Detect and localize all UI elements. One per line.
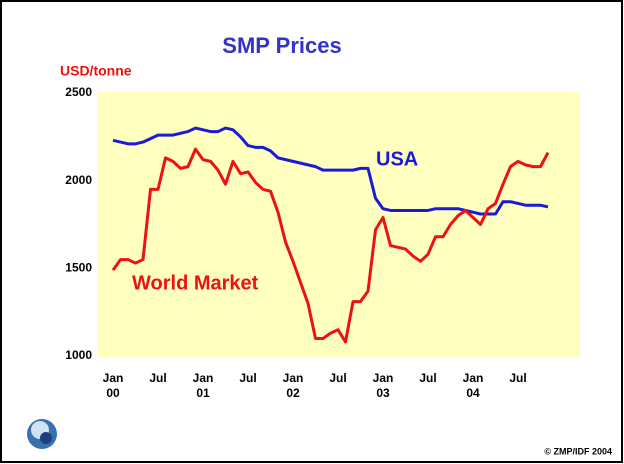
chart-title: SMP Prices: [222, 33, 341, 58]
x-tick-label: Jul: [149, 371, 167, 385]
x-tick-label: Jul: [329, 371, 347, 385]
x-tick-label: Jan 03: [372, 371, 394, 400]
y-tick-label: 1500: [65, 261, 92, 275]
y-tick-label: 2500: [65, 85, 92, 99]
y-axis-label: USD/tonne: [60, 63, 132, 79]
series-label: World Market: [132, 272, 259, 294]
y-tick-label: 1000: [65, 348, 92, 362]
line: [111, 147, 550, 344]
x-tick-label: Jan 04: [462, 371, 484, 400]
y-tick-label: 2000: [65, 173, 92, 187]
x-tick-label: Jul: [509, 371, 527, 385]
x-tick-label: Jan 00: [102, 371, 124, 400]
credit: © ZMP/IDF 2004: [544, 446, 612, 456]
logo: [27, 419, 57, 449]
plot-area: [97, 92, 580, 357]
x-tick-label: Jan 02: [282, 371, 304, 400]
series-label: USA: [376, 148, 418, 170]
x-tick-label: Jan 01: [192, 371, 214, 400]
line: [112, 126, 549, 216]
logo-shade: [40, 432, 52, 444]
x-tick-label: Jul: [419, 371, 437, 385]
x-tick-label: Jul: [239, 371, 257, 385]
